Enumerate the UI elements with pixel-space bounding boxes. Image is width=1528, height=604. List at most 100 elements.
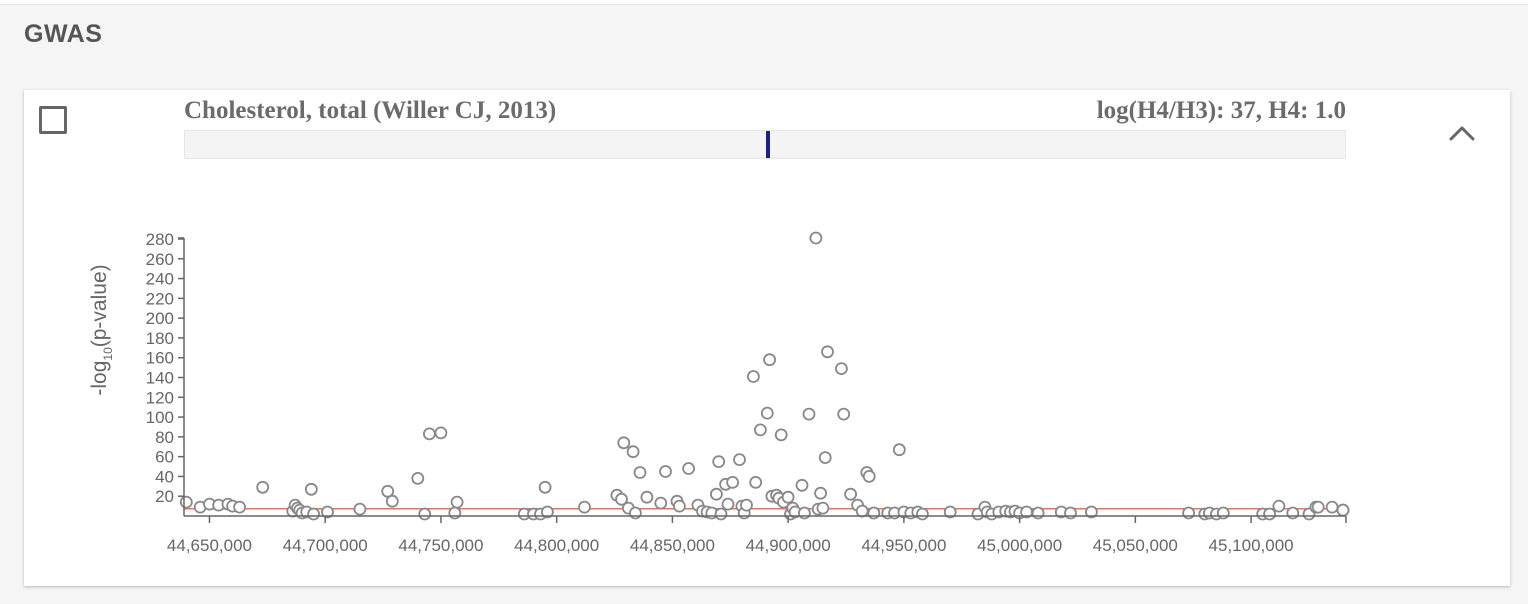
data-point <box>448 506 462 520</box>
y-tick-label: 280 <box>146 230 174 249</box>
data-point <box>754 423 767 437</box>
x-tick-label: 44,700,000 <box>283 536 368 555</box>
data-point <box>814 486 827 500</box>
trait-title: Cholesterol, total (Willer CJ, 2013) <box>184 97 557 124</box>
data-point <box>809 231 823 245</box>
data-point <box>617 436 631 450</box>
data-point <box>1325 500 1339 514</box>
data-point <box>763 353 776 367</box>
data-point <box>434 426 448 440</box>
data-point <box>682 462 695 475</box>
y-tick-label: 60 <box>155 448 174 467</box>
data-point <box>821 345 834 359</box>
chevron-up-icon[interactable] <box>1448 120 1476 148</box>
data-point <box>233 500 247 514</box>
data-point <box>418 507 432 521</box>
data-point <box>626 445 640 459</box>
x-tick-label: 45,100,000 <box>1209 536 1294 555</box>
y-tick-label: 200 <box>146 309 174 328</box>
data-point <box>818 451 832 465</box>
data-point <box>862 469 876 483</box>
data-point <box>733 453 746 467</box>
data-point <box>1336 503 1350 517</box>
y-axis-label-tail: (p-value) <box>88 264 111 347</box>
data-point <box>740 498 753 512</box>
data-point <box>654 496 668 510</box>
data-point <box>781 490 795 504</box>
data-point <box>721 497 735 511</box>
data-point <box>1311 500 1325 514</box>
x-tick-label: 44,950,000 <box>861 536 946 555</box>
x-tick-label: 45,000,000 <box>977 536 1062 555</box>
section-title: GWAS <box>24 20 103 48</box>
data-point <box>943 505 957 519</box>
data-point <box>802 407 816 421</box>
data-point <box>1272 499 1286 513</box>
data-point <box>1031 506 1045 520</box>
data-point <box>541 505 554 519</box>
y-tick-label: 260 <box>146 250 174 269</box>
data-point <box>633 466 647 479</box>
y-tick-label: 180 <box>146 329 174 348</box>
data-point <box>629 506 642 520</box>
data-point <box>837 407 851 421</box>
data-point <box>798 506 811 520</box>
data-point <box>422 427 436 441</box>
position-track <box>184 130 1346 159</box>
x-tick-label: 44,900,000 <box>746 536 831 555</box>
data-point <box>673 499 686 513</box>
data-point <box>538 480 552 494</box>
data-point <box>640 490 654 504</box>
chevron-up-glyph <box>1449 126 1475 141</box>
data-point <box>578 500 591 514</box>
y-tick-label: 160 <box>146 349 174 368</box>
y-tick-label: 140 <box>146 369 174 388</box>
y-tick-label: 240 <box>146 270 174 289</box>
data-point <box>795 478 809 492</box>
gwas-card: Cholesterol, total (Willer CJ, 2013) log… <box>24 90 1510 586</box>
y-axis-label: -log10(p-value) <box>88 264 115 395</box>
data-point <box>307 507 321 521</box>
y-tick-label: 120 <box>146 388 174 407</box>
data-point <box>867 506 881 520</box>
x-tick-label: 44,750,000 <box>398 536 483 555</box>
data-point <box>726 475 739 489</box>
checkbox-unchecked-icon[interactable] <box>39 106 67 134</box>
track-marker <box>766 131 770 158</box>
data-point <box>353 502 367 516</box>
y-axis-label-main: -log <box>88 361 111 396</box>
data-point <box>714 507 728 521</box>
data-point <box>710 487 723 501</box>
data-point <box>450 495 464 509</box>
data-point <box>321 505 334 519</box>
data-point <box>892 443 906 457</box>
data-point <box>304 482 318 496</box>
data-point <box>916 507 929 521</box>
scatter-plot: 44,650,000 44,700,000 44,750,000 44,800,000… <box>88 230 1350 555</box>
data-point <box>855 504 869 518</box>
data-point <box>1263 507 1276 521</box>
data-point <box>659 465 672 478</box>
data-point <box>256 480 270 494</box>
data-point <box>1064 506 1077 520</box>
data-point <box>844 487 857 501</box>
top-strip <box>0 0 1528 5</box>
x-tick-label: 44,800,000 <box>514 536 599 555</box>
y-tick-label: 220 <box>146 289 174 308</box>
data-point <box>1085 505 1098 519</box>
y-tick-label: 20 <box>155 487 174 506</box>
y-tick-label: 40 <box>155 467 174 486</box>
data-point <box>1216 506 1230 520</box>
data-point <box>615 492 628 506</box>
coloc-stat: log(H4/H3): 37, H4: 1.0 <box>1096 97 1346 124</box>
x-tick-label: 44,850,000 <box>630 536 715 555</box>
data-point <box>774 428 788 442</box>
data-point <box>749 475 763 489</box>
data-point <box>835 362 848 376</box>
data-point <box>760 406 774 420</box>
x-tick-label: 44,650,000 <box>167 536 252 555</box>
data-point <box>712 455 726 469</box>
y-tick-label: 80 <box>155 428 174 447</box>
data-point <box>1286 506 1300 520</box>
data-point <box>385 494 399 508</box>
